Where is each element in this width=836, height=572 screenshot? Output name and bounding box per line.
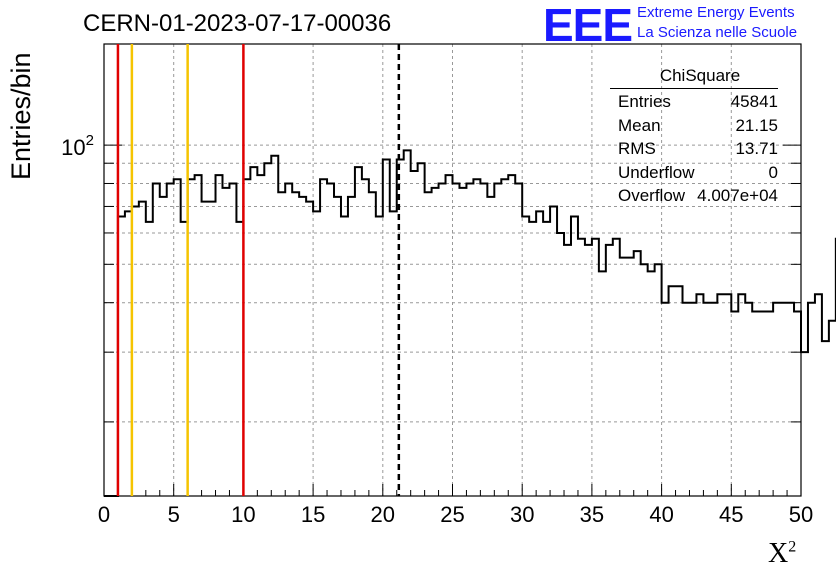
x-tick-label: 5 xyxy=(168,502,180,527)
logo-line-1: Extreme Energy Events xyxy=(637,4,795,21)
stats-label: RMS xyxy=(618,139,656,158)
x-tick-label: 35 xyxy=(580,502,604,527)
stats-box: ChiSquare Entries 45841 Mean 21.15 RMS 1… xyxy=(610,66,778,210)
stats-label: Underflow xyxy=(618,162,695,182)
stats-value: 21.15 xyxy=(735,115,778,135)
stats-row-mean: Mean 21.15 xyxy=(610,116,778,140)
stats-row-entries: Entries 45841 xyxy=(610,92,778,116)
stats-label: Entries xyxy=(618,92,671,111)
histogram-series xyxy=(104,149,836,497)
stats-row-overflow: Overflow 4.007e+04 xyxy=(610,186,778,210)
stats-title: ChiSquare xyxy=(610,66,778,89)
x-tick-label: 15 xyxy=(301,502,325,527)
eee-logo: EEE xyxy=(543,0,633,51)
stats-label: Overflow xyxy=(618,186,686,205)
x-tick-label: 30 xyxy=(510,502,534,527)
x-axis-label: X2 xyxy=(768,538,797,569)
y-tick-label: 102 xyxy=(61,132,94,160)
logo-line-2: La Scienza nelle Scuole xyxy=(637,24,798,41)
chart-title: CERN-01-2023-07-17-00036 xyxy=(83,10,392,37)
x-tick-label: 45 xyxy=(719,502,743,527)
stats-value: 0 xyxy=(768,162,778,182)
x-tick-label: 0 xyxy=(98,502,110,527)
y-axis-label: Entries/bin xyxy=(6,52,36,180)
stats-row-rms: RMS 13.71 xyxy=(610,139,778,163)
x-tick-label: 20 xyxy=(371,502,395,527)
stats-value: 13.71 xyxy=(735,139,778,158)
stats-value: 45841 xyxy=(730,92,778,111)
x-tick-label: 10 xyxy=(231,502,255,527)
stats-value: 4.007e+04 xyxy=(697,186,778,205)
x-tick-label: 25 xyxy=(440,502,464,527)
x-tick-label: 50 xyxy=(789,502,813,527)
x-tick-label: 40 xyxy=(649,502,673,527)
stats-row-underflow: Underflow 0 xyxy=(610,163,778,187)
stats-label: Mean xyxy=(618,115,661,135)
